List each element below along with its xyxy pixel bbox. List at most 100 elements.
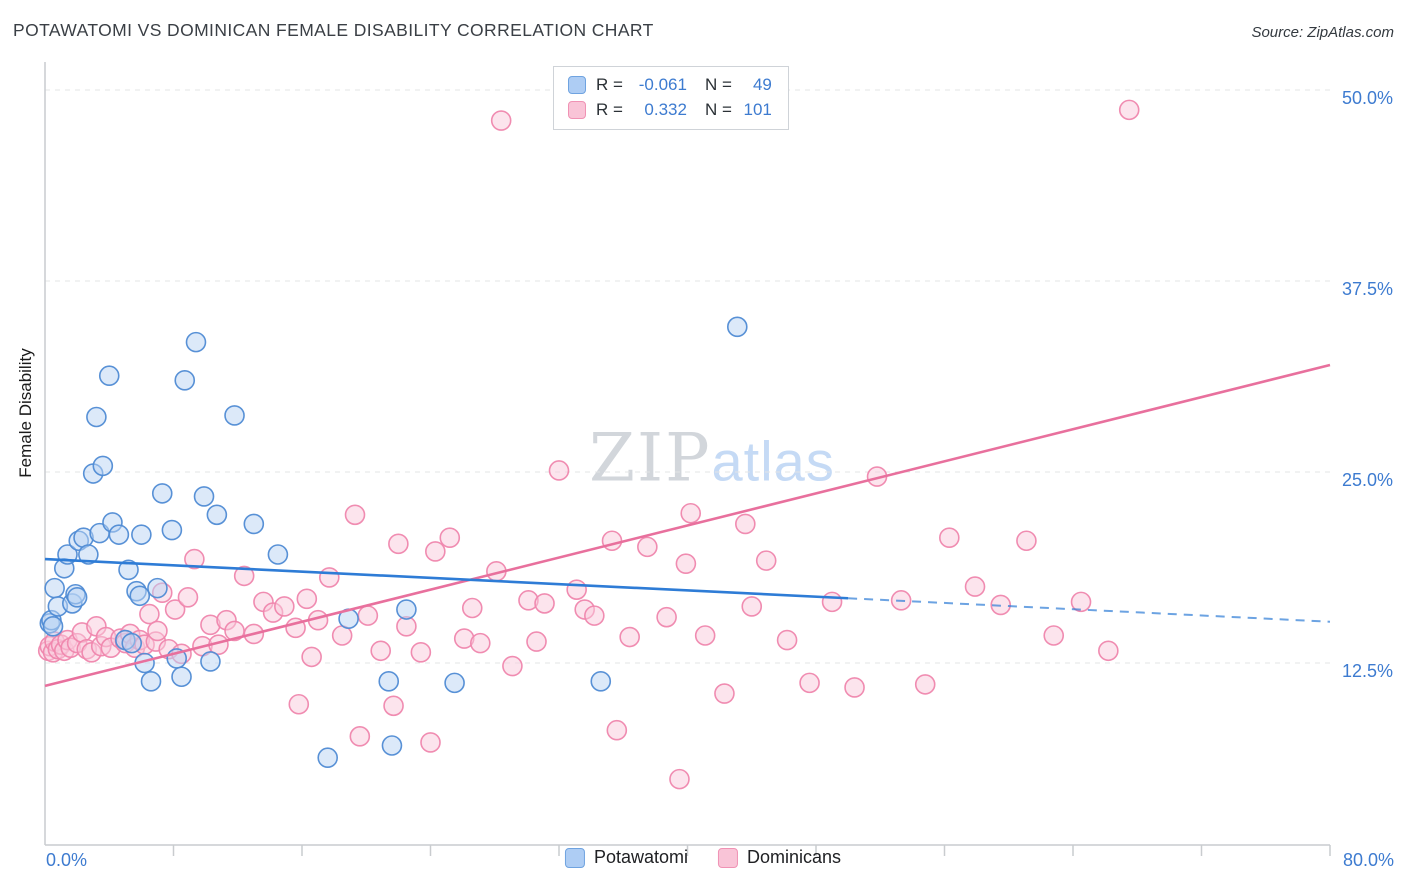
scatter-point-potawatomi (147, 577, 168, 599)
scatter-point-dominicans (914, 674, 936, 695)
y-tick-label-37-5: 37.5% (1341, 279, 1393, 299)
scatter-point-dominicans (502, 655, 523, 677)
scatter-point-potawatomi (78, 544, 99, 565)
dominicans-swatch-icon (568, 101, 586, 119)
scatter-point-dominicans (566, 579, 587, 600)
scatter-point-potawatomi (243, 513, 265, 535)
scatter-point-dominicans (420, 732, 441, 753)
scatter-point-potawatomi (396, 599, 417, 620)
watermark-atlas: atlas (711, 429, 835, 493)
scatter-point-potawatomi (590, 671, 612, 692)
scatter-point-potawatomi (140, 671, 162, 692)
scatter-point-potawatomi (726, 316, 748, 338)
trend-line-dominicans (44, 363, 1331, 688)
scatter-point-potawatomi (161, 519, 183, 541)
scatter-point-potawatomi (444, 672, 465, 694)
r-label: R = (596, 75, 623, 94)
scatter-point-dominicans (410, 642, 432, 663)
scatter-point-dominicans (714, 683, 735, 704)
y-tick-label-12-5: 12.5% (1341, 661, 1393, 681)
scatter-point-dominicans (383, 695, 404, 717)
scatter-point-dominicans (548, 460, 570, 481)
scatter-point-potawatomi (381, 735, 403, 756)
scatter-point-potawatomi (108, 524, 130, 545)
scatter-point-dominicans (1070, 591, 1092, 613)
scatter-point-dominicans (675, 553, 697, 574)
scatter-point-potawatomi (224, 405, 245, 426)
scatter-point-dominicans (274, 596, 295, 617)
x-tick-label-0: 0.0% (46, 850, 88, 870)
r-label: R = (596, 100, 623, 119)
n-label: N = (704, 100, 732, 119)
stats-row-potawatomi: R = -0.061 N = 49 (568, 75, 772, 95)
scatter-point-dominicans (964, 576, 986, 597)
scatter-point-dominicans (425, 541, 446, 562)
scatter-point-potawatomi (66, 586, 88, 608)
y-tick-label-50-0: 50.0% (1341, 88, 1393, 108)
scatter-point-dominicans (357, 605, 379, 626)
scatter-point-dominicans (301, 646, 322, 668)
scatter-point-dominicans (1016, 530, 1037, 552)
scatter-point-potawatomi (42, 616, 64, 637)
scatter-point-dominicans (656, 606, 677, 628)
scatter-point-dominicans (344, 504, 366, 526)
scatter-point-dominicans (799, 672, 820, 694)
scatter-point-dominicans (669, 768, 690, 790)
scatter-point-dominicans (349, 726, 371, 747)
scatter-point-dominicans (184, 548, 205, 570)
legend-item-potawatomi: Potawatomi (564, 847, 688, 868)
scatter-point-potawatomi (118, 559, 139, 581)
scatter-point-dominicans (694, 625, 716, 646)
scatter-point-dominicans (177, 586, 199, 608)
scatter-point-potawatomi (44, 577, 65, 599)
scatter-point-potawatomi (151, 483, 173, 504)
scatter-point-dominicans (606, 719, 628, 741)
correlation-stats-box: R = -0.061 N = 49 R = 0.332 N = 101 (553, 66, 789, 130)
scatter-point-potawatomi (200, 651, 221, 672)
scatter-point-dominicans (755, 550, 777, 571)
scatter-point-dominicans (461, 597, 483, 619)
watermark-zip: ZIP (589, 419, 712, 497)
scatter-point-dominicans (388, 533, 409, 555)
scatter-point-dominicans (619, 626, 640, 648)
trend-line-potawatomi-solid (44, 557, 849, 600)
legend-item-dominicans: Dominicans (718, 847, 841, 868)
scatter-point-potawatomi (193, 486, 215, 507)
scatter-point-dominicans (1043, 625, 1065, 646)
scatter-point-dominicans (735, 513, 756, 535)
x-tick-label-80: 80.0% (1342, 850, 1394, 870)
scatter-point-potawatomi (131, 524, 152, 545)
n-label: N = (704, 75, 732, 94)
scatter-point-dominicans (1098, 640, 1119, 662)
scatter-point-dominicans (490, 110, 512, 131)
scatter-point-potawatomi (121, 632, 143, 654)
scatter-point-dominicans (288, 693, 310, 715)
scatter-point-potawatomi (129, 585, 151, 607)
y-axis-title: Female Disability (16, 348, 35, 478)
potawatomi-legend-swatch-icon (564, 847, 585, 868)
stats-row-dominicans: R = 0.332 N = 101 (568, 100, 772, 120)
potawatomi-swatch-icon (568, 76, 586, 94)
scatter-point-potawatomi (171, 666, 192, 688)
r-value-potawatomi: -0.061 (638, 75, 687, 94)
scatter-point-dominicans (584, 605, 605, 626)
scatter-point-dominicans (939, 527, 960, 549)
scatter-point-dominicans (233, 565, 255, 587)
scatter-point-potawatomi (378, 671, 400, 692)
page-title: POTAWATOMI VS DOMINICAN FEMALE DISABILIT… (13, 20, 654, 40)
watermark: ZIPatlas (589, 420, 835, 497)
scatter-point-dominicans (139, 603, 160, 625)
scatter-point-dominicans (319, 567, 340, 588)
scatter-point-dominicans (844, 677, 865, 698)
scatter-point-dominicans (296, 588, 318, 610)
legend-label-dominicans: Dominicans (747, 847, 842, 867)
scatter-point-dominicans (370, 640, 392, 662)
scatter-point-potawatomi (92, 455, 114, 477)
scatter-point-potawatomi (317, 747, 339, 769)
scatter-point-potawatomi (174, 370, 196, 391)
n-value-dominicans: 101 (743, 100, 772, 119)
scatter-point-dominicans (534, 593, 555, 614)
source-attribution-link[interactable]: Source: ZipAtlas.com (1251, 24, 1394, 41)
scatter-point-dominicans (601, 530, 623, 552)
